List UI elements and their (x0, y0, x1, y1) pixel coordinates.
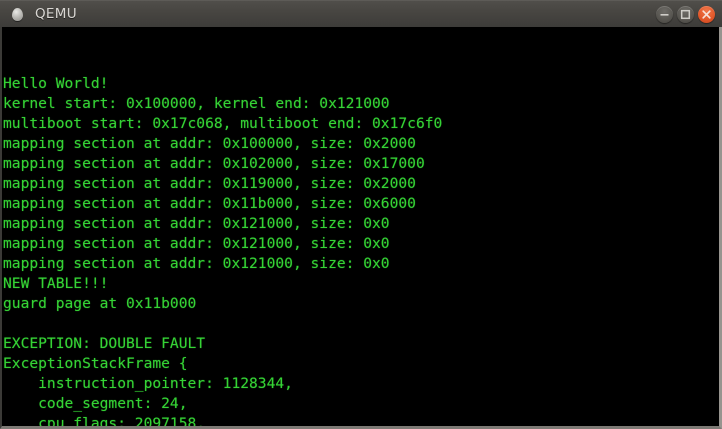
console-line: mapping section at addr: 0x100000, size:… (3, 135, 416, 152)
maximize-icon (680, 9, 691, 20)
window-controls (656, 1, 715, 28)
minimize-icon (660, 14, 669, 16)
window-title: QEMU (35, 5, 77, 22)
console-line: instruction_pointer: 1128344, (3, 375, 293, 392)
console-line: Hello World! (3, 75, 109, 92)
console-line: multiboot start: 0x17c068, multiboot end… (3, 115, 443, 132)
console-line: mapping section at addr: 0x119000, size:… (3, 175, 416, 192)
console-output: Hello World! kernel start: 0x100000, kern… (3, 74, 719, 426)
vm-console[interactable]: Hello World! kernel start: 0x100000, kern… (2, 27, 719, 426)
maximize-button[interactable] (677, 6, 694, 23)
minimize-button[interactable] (656, 6, 673, 23)
console-line: code_segment: 24, (3, 395, 188, 412)
console-line: mapping section at addr: 0x121000, size:… (3, 215, 390, 232)
console-line: EXCEPTION: DOUBLE FAULT (3, 335, 206, 352)
close-button[interactable] (698, 6, 715, 23)
close-icon (702, 10, 711, 19)
console-line: kernel start: 0x100000, kernel end: 0x12… (3, 95, 390, 112)
console-line: mapping section at addr: 0x121000, size:… (3, 255, 390, 272)
console-line: mapping section at addr: 0x102000, size:… (3, 155, 425, 172)
qemu-icon (10, 7, 25, 22)
console-line: ExceptionStackFrame { (3, 355, 188, 372)
console-line: guard page at 0x11b000 (3, 295, 197, 312)
console-line: cpu_flags: 2097158, (3, 415, 206, 426)
console-line: mapping section at addr: 0x121000, size:… (3, 235, 390, 252)
vm-screen-frame: Hello World! kernel start: 0x100000, kern… (0, 27, 722, 429)
console-line: mapping section at addr: 0x11b000, size:… (3, 195, 416, 212)
title-bar[interactable]: QEMU (0, 0, 722, 27)
console-line: NEW TABLE!!! (3, 275, 109, 292)
console-line (3, 314, 719, 334)
